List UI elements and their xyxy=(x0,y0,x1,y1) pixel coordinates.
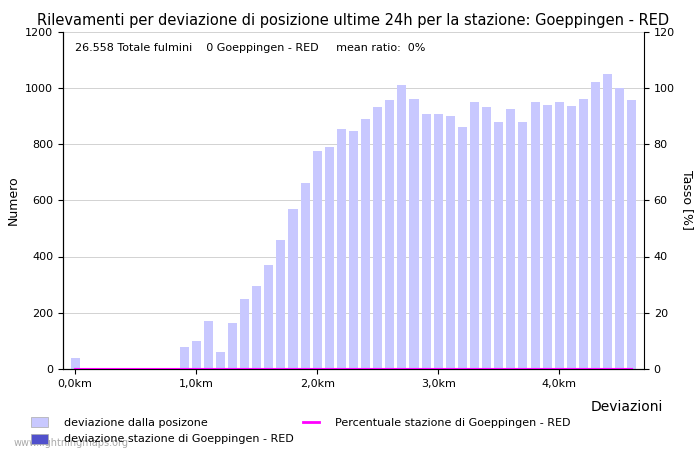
Text: 26.558 Totale fulmini    0 Goeppingen - RED     mean ratio:  0%: 26.558 Totale fulmini 0 Goeppingen - RED… xyxy=(75,43,425,53)
Bar xyxy=(385,100,394,369)
Bar xyxy=(421,114,430,369)
Bar xyxy=(83,368,92,369)
Bar xyxy=(228,323,237,369)
Bar xyxy=(144,368,153,369)
Text: www.lightningmaps.org: www.lightningmaps.org xyxy=(14,438,129,448)
Bar xyxy=(94,368,104,369)
Bar xyxy=(531,102,540,369)
Bar xyxy=(591,82,600,369)
Bar xyxy=(482,108,491,369)
Bar xyxy=(300,184,309,369)
Bar xyxy=(313,151,322,369)
Bar xyxy=(361,119,370,369)
Bar xyxy=(579,99,588,369)
Bar xyxy=(155,368,164,369)
Bar xyxy=(179,346,188,369)
Bar xyxy=(615,88,624,369)
Bar xyxy=(627,100,636,369)
Bar xyxy=(131,368,140,369)
Bar xyxy=(567,106,576,369)
Bar xyxy=(446,116,455,369)
Bar xyxy=(264,265,273,369)
Bar xyxy=(325,147,334,369)
Bar xyxy=(192,341,201,369)
Y-axis label: Numero: Numero xyxy=(6,176,20,225)
Bar xyxy=(252,286,261,369)
Bar xyxy=(349,131,358,369)
Bar xyxy=(519,122,528,369)
Bar xyxy=(240,299,249,369)
Text: Deviazioni: Deviazioni xyxy=(590,400,663,414)
Bar xyxy=(410,99,419,369)
Legend:   deviazione dalla posizone,   deviazione stazione di Goeppingen - RED,   Percen: deviazione dalla posizone, deviazione st… xyxy=(32,417,570,445)
Bar xyxy=(276,239,286,369)
Bar xyxy=(398,85,407,369)
Bar xyxy=(506,109,515,369)
Bar xyxy=(494,122,503,369)
Bar xyxy=(337,129,346,369)
Bar xyxy=(373,108,382,369)
Title: Rilevamenti per deviazione di posizione ultime 24h per la stazione: Goeppingen -: Rilevamenti per deviazione di posizione … xyxy=(37,13,670,27)
Bar xyxy=(288,209,298,369)
Y-axis label: Tasso [%]: Tasso [%] xyxy=(681,170,694,230)
Bar xyxy=(204,321,213,369)
Bar xyxy=(167,368,176,369)
Bar xyxy=(71,358,80,369)
Bar xyxy=(216,352,225,369)
Bar xyxy=(458,127,467,369)
Bar xyxy=(603,74,612,369)
Bar xyxy=(107,368,116,369)
Bar xyxy=(434,114,443,369)
Bar xyxy=(470,102,479,369)
Bar xyxy=(119,368,128,369)
Bar xyxy=(554,102,564,369)
Bar xyxy=(542,105,552,369)
